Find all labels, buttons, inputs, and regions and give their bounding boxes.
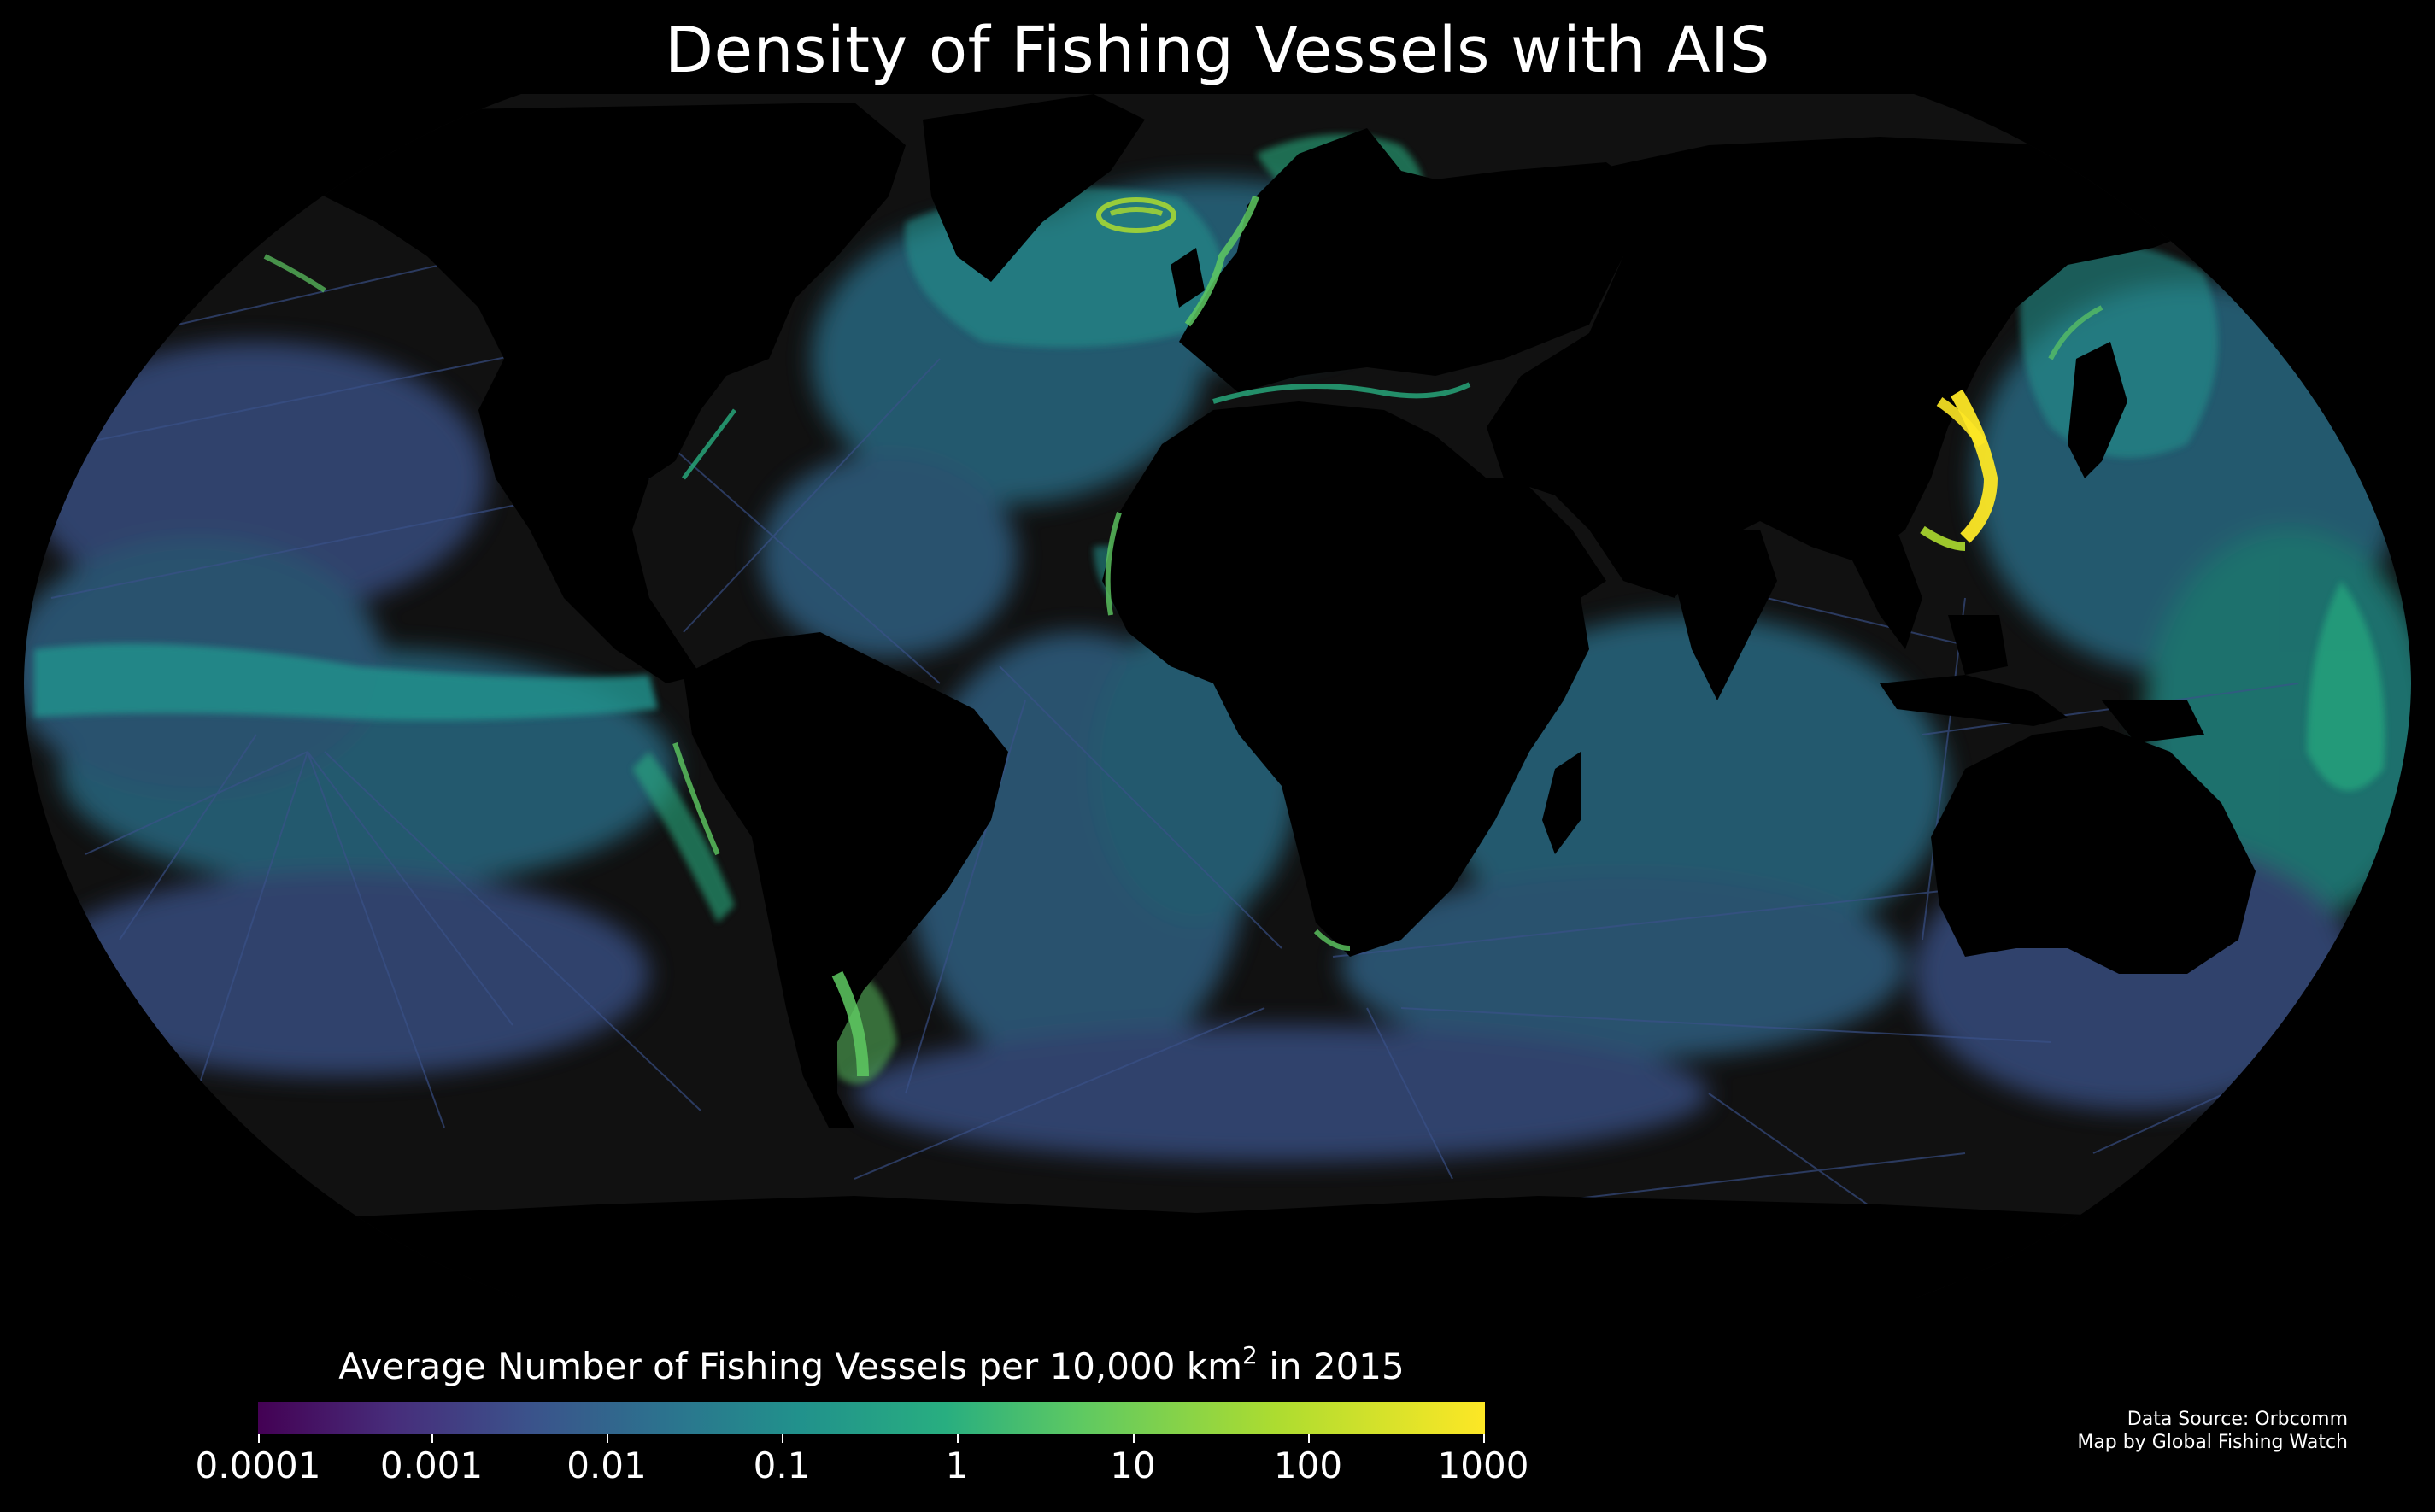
colorbar-tick-label: 0.0001 [195, 1445, 321, 1486]
density-hotspots [263, 195, 2103, 1077]
colorbar-tick-mark [1133, 1434, 1135, 1443]
colorbar-tick-mark [957, 1434, 959, 1443]
antarctica [24, 1196, 2411, 1298]
arabia [1452, 478, 1606, 615]
indonesia [1880, 675, 2068, 726]
new-guinea [2102, 700, 2204, 743]
british-isles [1171, 248, 1205, 308]
australia [1931, 726, 2256, 974]
land-masses [24, 94, 2411, 1298]
colorbar-title: Average Number of Fishing Vessels per 10… [256, 1343, 1487, 1391]
india [1675, 530, 1777, 700]
colorbar-label-suffix: in 2015 [1257, 1345, 1405, 1387]
south-america [684, 632, 1008, 1128]
north-america [111, 103, 906, 683]
colorbar-tick-label: 0.001 [379, 1445, 484, 1486]
map-author-credit: Map by Global Fishing Watch [2077, 1432, 2348, 1453]
data-source-credit: Data Source: Orbcomm [2127, 1409, 2348, 1430]
colorbar-label-exponent: 2 [1242, 1341, 1258, 1369]
colorbar-tick-mark [431, 1434, 433, 1443]
borneo [1948, 615, 2008, 675]
colorbar-tick-label: 1 [945, 1445, 969, 1486]
scandinavia [1230, 128, 1401, 290]
density-layer-low [24, 179, 2411, 1162]
colorbar-tick-mark [607, 1434, 608, 1443]
colorbar-tick-label: 100 [1273, 1445, 1343, 1486]
madagascar [1542, 752, 1581, 854]
colorbar [258, 1402, 1485, 1434]
map-title: Density of Fishing Vessels with AIS [665, 14, 1770, 87]
colorbar-tick-mark [1308, 1434, 1310, 1443]
colorbar-tick-label: 0.01 [566, 1445, 647, 1486]
greenland [923, 94, 1145, 282]
colorbar-tick-mark [258, 1434, 260, 1443]
colorbar-tick-mark [1483, 1434, 1485, 1443]
southeast-asia [1845, 530, 1922, 649]
japan [2068, 342, 2127, 478]
colorbar-tick-label: 10 [1110, 1445, 1156, 1486]
credits: Data Source: Orbcomm Map by Global Fishi… [2077, 1408, 2348, 1454]
new-zealand [2315, 974, 2367, 1076]
colorbar-label: Average Number of Fishing Vessels per 10… [338, 1345, 1243, 1387]
africa [1102, 401, 1589, 957]
colorbar-tick-mark [782, 1434, 783, 1443]
colorbar-tick-label: 1000 [1437, 1445, 1529, 1486]
colorbar-tick-label: 0.1 [753, 1445, 811, 1486]
asia [1487, 137, 2221, 598]
